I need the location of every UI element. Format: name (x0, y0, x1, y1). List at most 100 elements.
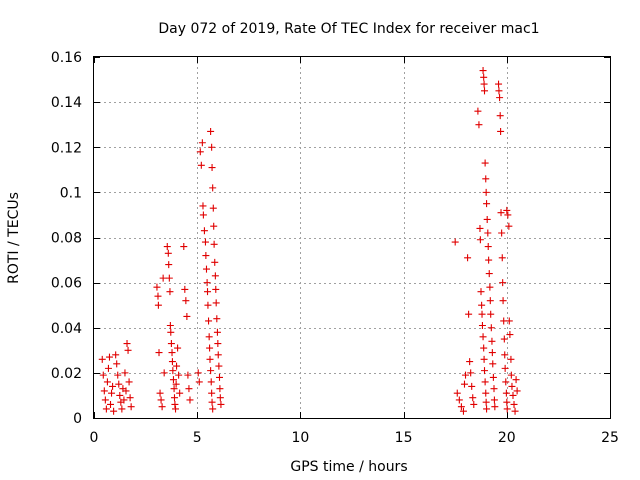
data-point (215, 362, 223, 370)
data-point (480, 80, 488, 88)
data-point (206, 355, 214, 363)
data-point (209, 184, 217, 192)
data-point (159, 274, 167, 282)
data-point (195, 378, 203, 386)
data-point (483, 200, 491, 208)
data-point (120, 396, 128, 404)
data-point (169, 376, 177, 384)
data-point (499, 279, 507, 287)
data-point (486, 297, 494, 305)
data-point (489, 360, 497, 368)
data-point (198, 139, 206, 147)
data-point (109, 382, 117, 390)
data-point (503, 398, 511, 406)
data-point (181, 285, 189, 293)
data-point (496, 112, 504, 120)
data-point (451, 238, 459, 246)
data-point (512, 376, 520, 384)
data-point (482, 188, 490, 196)
data-point (185, 385, 193, 393)
data-point (166, 321, 174, 329)
data-point (209, 405, 217, 413)
data-point (509, 391, 517, 399)
data-point (484, 229, 492, 237)
data-point (475, 121, 483, 129)
plot-frame (93, 56, 611, 419)
data-point (110, 407, 118, 415)
data-point (481, 378, 489, 386)
data-point (165, 274, 173, 282)
data-point (163, 243, 171, 251)
data-point (470, 400, 478, 408)
data-point (216, 385, 224, 393)
data-point (201, 238, 209, 246)
data-point (126, 394, 134, 402)
y-tick-label: 0.14 (51, 95, 82, 111)
data-point (207, 127, 215, 135)
data-point (180, 243, 188, 251)
data-point (504, 211, 512, 219)
data-point (207, 367, 215, 375)
data-point (205, 317, 213, 325)
data-point (158, 403, 166, 411)
data-point (206, 344, 214, 352)
data-point (100, 387, 108, 395)
data-point (457, 403, 465, 411)
data-point (503, 206, 511, 214)
data-point (508, 382, 516, 390)
y-axis-label: ROTI / TECUs (6, 192, 22, 284)
data-point (105, 353, 113, 361)
data-point (172, 405, 180, 413)
x-tick-label: 0 (90, 430, 99, 446)
data-point (203, 279, 211, 287)
data-point (169, 367, 177, 375)
data-point (213, 315, 221, 323)
data-point (202, 265, 210, 273)
data-point (497, 209, 505, 217)
data-point (197, 161, 205, 169)
y-tick-label: 0 (73, 411, 82, 427)
x-tick-label: 15 (395, 430, 413, 446)
data-point (182, 297, 190, 305)
data-point (154, 292, 162, 300)
data-point (123, 340, 131, 348)
y-tick-label: 0.08 (51, 231, 82, 247)
grid-lines (94, 57, 610, 418)
data-point (167, 340, 175, 348)
data-point (125, 378, 133, 386)
data-point (104, 364, 112, 372)
data-point (499, 297, 507, 305)
data-point (173, 362, 181, 370)
data-point (175, 371, 183, 379)
data-point (115, 380, 123, 388)
x-tick-label: 5 (193, 430, 202, 446)
data-point (506, 331, 514, 339)
data-point (502, 389, 510, 397)
data-point (467, 369, 475, 377)
data-point (464, 254, 472, 262)
data-point (505, 317, 513, 325)
data-point (479, 67, 487, 75)
data-point (199, 202, 207, 210)
data-point (502, 378, 510, 386)
data-point (478, 310, 486, 318)
data-point (211, 272, 219, 280)
data-point (213, 328, 221, 336)
data-point (101, 396, 109, 404)
x-tick-label: 25 (601, 430, 619, 446)
data-point (176, 389, 184, 397)
data-point (216, 394, 224, 402)
data-point (116, 391, 124, 399)
data-point (207, 378, 215, 386)
data-point (482, 398, 490, 406)
data-point (483, 215, 491, 223)
x-tick-label: 20 (498, 430, 516, 446)
data-point (481, 367, 489, 375)
data-point (183, 312, 191, 320)
y-tick-label: 0.1 (60, 185, 82, 201)
data-point (482, 389, 490, 397)
data-point (453, 389, 461, 397)
data-point (488, 349, 496, 357)
data-point (172, 380, 180, 388)
y-tick-label: 0.06 (51, 276, 82, 292)
